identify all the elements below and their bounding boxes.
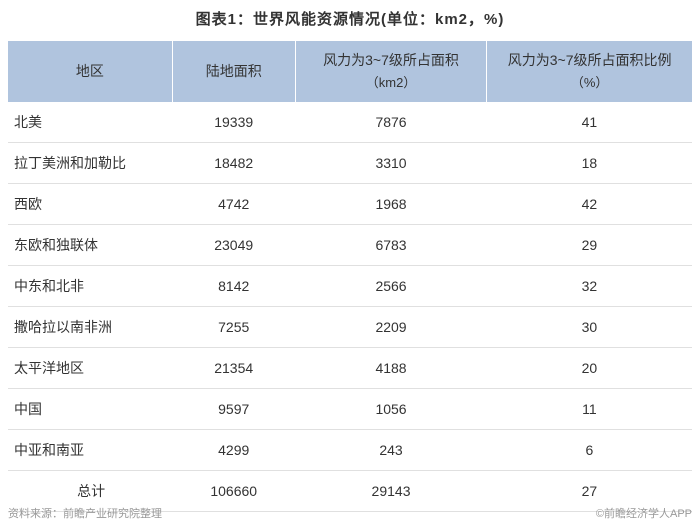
cell-land: 8142 bbox=[172, 266, 295, 307]
cell-wind: 4188 bbox=[295, 348, 487, 389]
table-row: 撒哈拉以南非洲7255220930 bbox=[8, 307, 692, 348]
table-row: 北美19339787641 bbox=[8, 102, 692, 143]
cell-region: 西欧 bbox=[8, 184, 172, 225]
cell-land: 9597 bbox=[172, 389, 295, 430]
cell-land: 4742 bbox=[172, 184, 295, 225]
cell-land: 21354 bbox=[172, 348, 295, 389]
cell-pct: 20 bbox=[487, 348, 692, 389]
cell-land: 4299 bbox=[172, 430, 295, 471]
table-body: 北美19339787641 拉丁美洲和加勒比18482331018 西欧4742… bbox=[8, 102, 692, 512]
header-pct: 风力为3~7级所占面积比例 （%） bbox=[487, 41, 692, 102]
cell-wind: 6783 bbox=[295, 225, 487, 266]
header-region: 地区 bbox=[8, 41, 172, 102]
cell-land: 7255 bbox=[172, 307, 295, 348]
header-land-label: 陆地面积 bbox=[206, 63, 262, 79]
cell-land: 18482 bbox=[172, 143, 295, 184]
cell-region: 中东和北非 bbox=[8, 266, 172, 307]
cell-region: 中国 bbox=[8, 389, 172, 430]
table-row: 太平洋地区21354418820 bbox=[8, 348, 692, 389]
table-row: 中国9597105611 bbox=[8, 389, 692, 430]
header-land: 陆地面积 bbox=[172, 41, 295, 102]
cell-pct: 29 bbox=[487, 225, 692, 266]
cell-pct: 41 bbox=[487, 102, 692, 143]
cell-pct: 11 bbox=[487, 389, 692, 430]
cell-region: 东欧和独联体 bbox=[8, 225, 172, 266]
header-wind-label-bottom: （km2） bbox=[300, 73, 483, 94]
footer-copyright: ©前瞻经济学人APP bbox=[596, 505, 692, 521]
cell-wind: 2209 bbox=[295, 307, 487, 348]
cell-region: 太平洋地区 bbox=[8, 348, 172, 389]
cell-pct: 6 bbox=[487, 430, 692, 471]
cell-region: 中亚和南亚 bbox=[8, 430, 172, 471]
table-header: 地区 陆地面积 风力为3~7级所占面积 （km2） 风力为3~7级所占面积比例 … bbox=[8, 41, 692, 102]
cell-wind: 2566 bbox=[295, 266, 487, 307]
cell-region: 北美 bbox=[8, 102, 172, 143]
cell-land: 23049 bbox=[172, 225, 295, 266]
cell-wind: 3310 bbox=[295, 143, 487, 184]
cell-wind: 1968 bbox=[295, 184, 487, 225]
header-region-label: 地区 bbox=[76, 63, 104, 79]
footer-source: 资料来源：前瞻产业研究院整理 bbox=[8, 505, 162, 521]
header-wind: 风力为3~7级所占面积 （km2） bbox=[295, 41, 487, 102]
cell-pct: 32 bbox=[487, 266, 692, 307]
header-pct-label-top: 风力为3~7级所占面积比例 bbox=[508, 52, 672, 68]
cell-pct: 18 bbox=[487, 143, 692, 184]
cell-land: 19339 bbox=[172, 102, 295, 143]
table-row: 拉丁美洲和加勒比18482331018 bbox=[8, 143, 692, 184]
chart-title: 图表1：世界风能资源情况(单位：km2，%) bbox=[8, 8, 692, 29]
cell-region: 拉丁美洲和加勒比 bbox=[8, 143, 172, 184]
footer: 资料来源：前瞻产业研究院整理 ©前瞻经济学人APP bbox=[8, 505, 692, 521]
cell-wind: 1056 bbox=[295, 389, 487, 430]
table-row: 中亚和南亚42992436 bbox=[8, 430, 692, 471]
cell-pct: 30 bbox=[487, 307, 692, 348]
data-table: 地区 陆地面积 风力为3~7级所占面积 （km2） 风力为3~7级所占面积比例 … bbox=[8, 41, 692, 512]
cell-wind: 7876 bbox=[295, 102, 487, 143]
table-row: 东欧和独联体23049678329 bbox=[8, 225, 692, 266]
table-row: 中东和北非8142256632 bbox=[8, 266, 692, 307]
header-pct-label-bottom: （%） bbox=[491, 73, 688, 94]
cell-wind: 243 bbox=[295, 430, 487, 471]
cell-pct: 42 bbox=[487, 184, 692, 225]
cell-region: 撒哈拉以南非洲 bbox=[8, 307, 172, 348]
table-container: 图表1：世界风能资源情况(单位：km2，%) 地区 陆地面积 风力为3~7级所占… bbox=[0, 0, 700, 520]
table-row: 西欧4742196842 bbox=[8, 184, 692, 225]
header-wind-label-top: 风力为3~7级所占面积 bbox=[323, 52, 459, 68]
